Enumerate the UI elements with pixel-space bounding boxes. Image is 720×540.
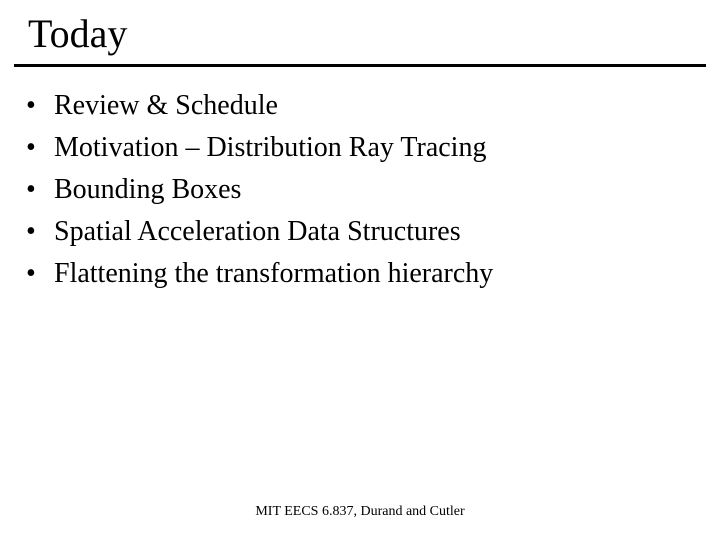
title-underline xyxy=(14,64,706,67)
bullet-icon: • xyxy=(26,214,54,250)
list-item: • Flattening the transformation hierarch… xyxy=(26,256,680,292)
slide-title: Today xyxy=(28,10,127,57)
list-item: • Spatial Acceleration Data Structures xyxy=(26,214,680,250)
list-item: • Review & Schedule xyxy=(26,88,680,124)
bullet-text: Spatial Acceleration Data Structures xyxy=(54,214,461,250)
bullet-icon: • xyxy=(26,88,54,124)
bullet-text: Bounding Boxes xyxy=(54,172,241,208)
slide: Today • Review & Schedule • Motivation –… xyxy=(0,0,720,540)
bullet-list: • Review & Schedule • Motivation – Distr… xyxy=(26,88,680,298)
slide-footer: MIT EECS 6.837, Durand and Cutler xyxy=(0,504,720,520)
list-item: • Bounding Boxes xyxy=(26,172,680,208)
bullet-text: Motivation – Distribution Ray Tracing xyxy=(54,130,486,166)
list-item: • Motivation – Distribution Ray Tracing xyxy=(26,130,680,166)
bullet-text: Flattening the transformation hierarchy xyxy=(54,256,493,292)
bullet-icon: • xyxy=(26,130,54,166)
bullet-text: Review & Schedule xyxy=(54,88,278,124)
bullet-icon: • xyxy=(26,256,54,292)
bullet-icon: • xyxy=(26,172,54,208)
